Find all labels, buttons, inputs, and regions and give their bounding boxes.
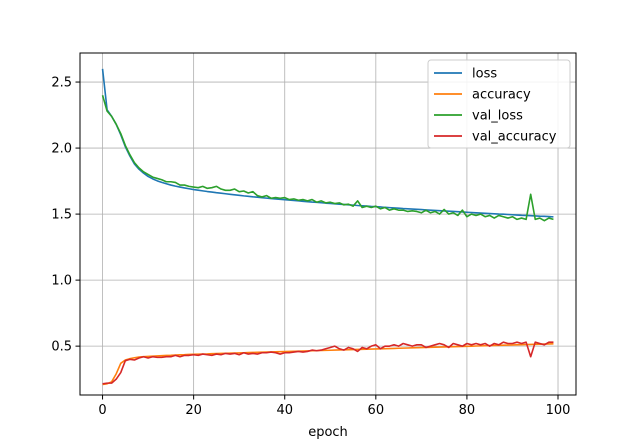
x-tick-label: 0 xyxy=(98,403,106,418)
y-tick-label: 1.5 xyxy=(51,208,72,223)
x-tick-label: 20 xyxy=(185,403,202,418)
x-tick-label: 60 xyxy=(368,403,385,418)
x-axis-ticks: 0 20 40 60 80 100 xyxy=(98,395,570,418)
legend-label: val_accuracy xyxy=(472,130,557,145)
legend-label: val_loss xyxy=(472,109,523,124)
y-tick-label: 2.0 xyxy=(51,142,72,157)
series-lines xyxy=(101,68,554,386)
plot-frame xyxy=(79,52,577,396)
y-tick-label: 1.0 xyxy=(51,274,72,289)
x-tick-label: 100 xyxy=(546,403,571,418)
legend-label: loss xyxy=(472,67,497,82)
series-line-val-accuracy xyxy=(102,341,554,385)
x-tick-label: 40 xyxy=(276,403,293,418)
y-axis-ticks: 0.5 1.0 1.5 2.0 2.5 xyxy=(51,76,80,355)
legend-box xyxy=(427,59,571,149)
series-line-accuracy xyxy=(102,342,554,386)
y-tick-label: 0.5 xyxy=(51,340,72,355)
series-line-val-loss xyxy=(101,95,554,222)
legend: loss accuracy val_loss val_accuracy xyxy=(427,59,571,149)
x-tick-label: 80 xyxy=(459,403,476,418)
legend-label: accuracy xyxy=(472,88,531,103)
y-tick-label: 2.5 xyxy=(51,76,72,91)
x-axis-label: epoch xyxy=(308,425,348,440)
